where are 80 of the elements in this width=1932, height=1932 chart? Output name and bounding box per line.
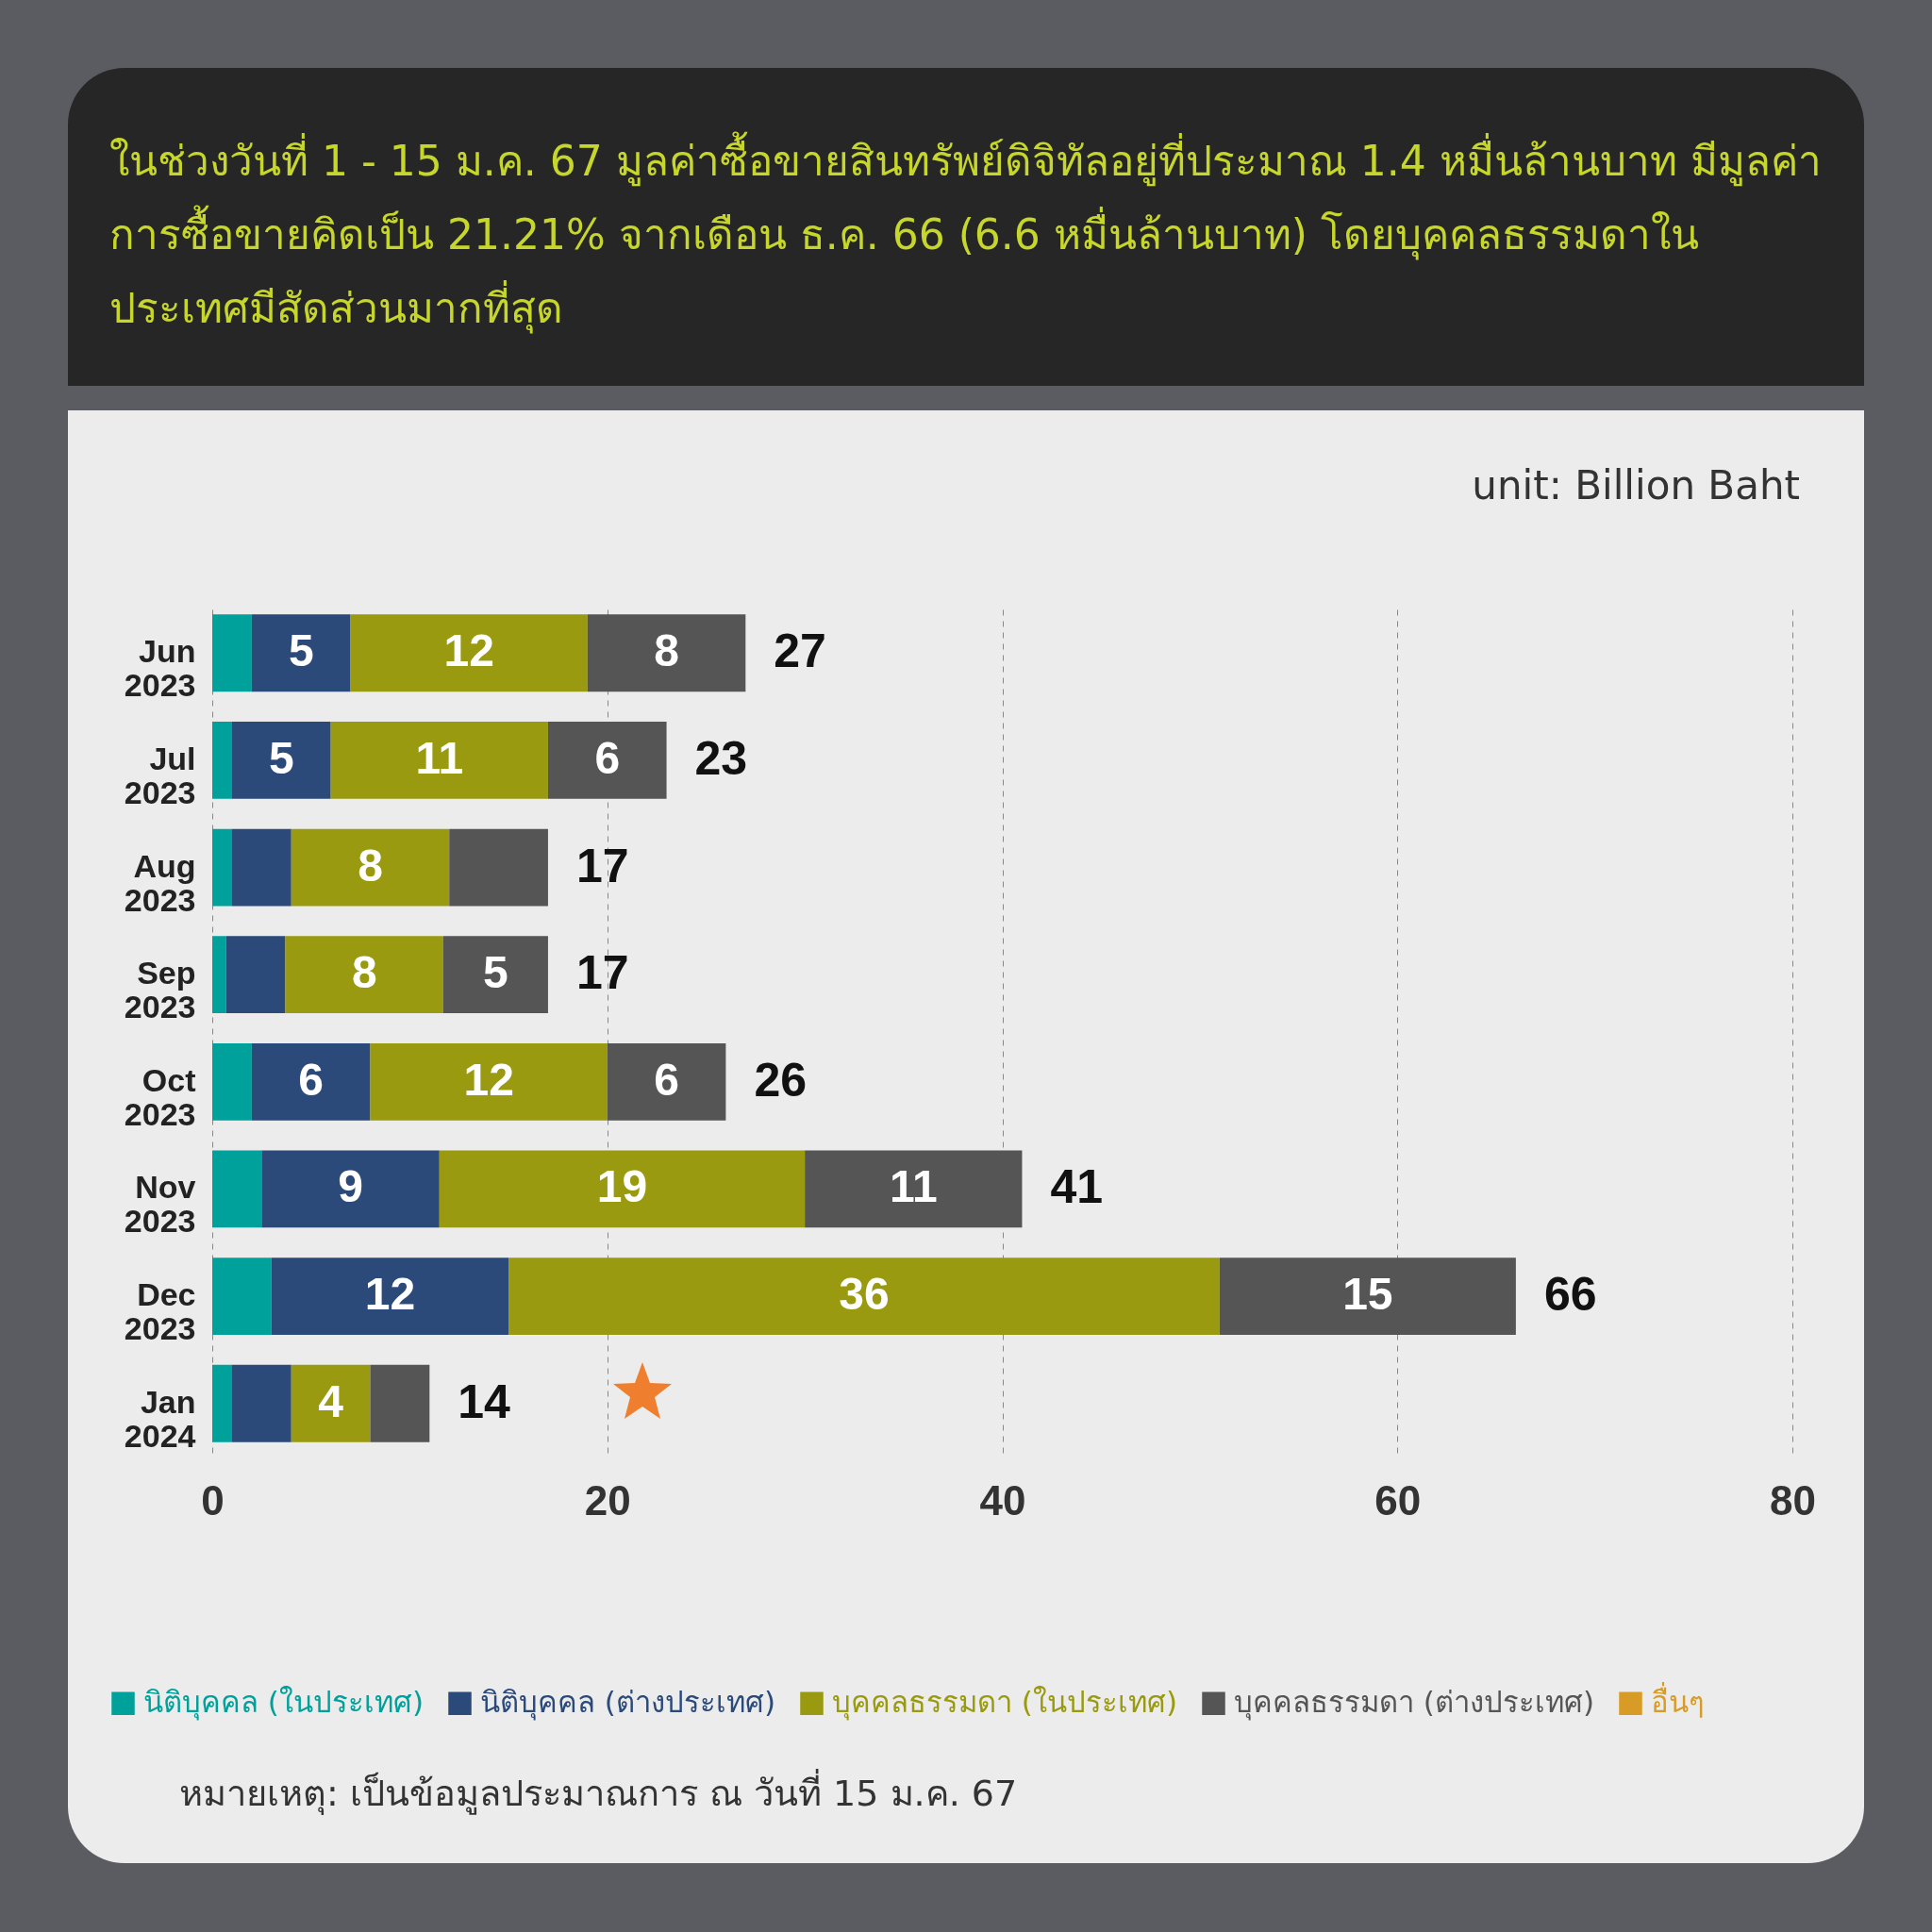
- data-label: 19: [596, 1161, 648, 1212]
- legend-label: บุคคลธรรมดา (ในประเทศ): [832, 1684, 1178, 1721]
- bar: [547, 722, 667, 799]
- data-label: 9: [338, 1161, 363, 1212]
- data-label: 12: [364, 1269, 416, 1320]
- bar: [442, 936, 548, 1014]
- x-tick-label: 40: [979, 1476, 1026, 1524]
- bar: [251, 614, 351, 692]
- legend-label: นิติบุคคล (ต่างประเทศ): [480, 1684, 776, 1721]
- data-label: 5: [268, 732, 294, 783]
- bar: [212, 614, 252, 692]
- bar: [607, 1042, 726, 1121]
- bar: [231, 828, 291, 907]
- bar: [212, 1150, 262, 1228]
- text: หมายเหตุ: เป็นข้อมูลประมาณการ ณ วันที่ 15 ม.ค. 67: [179, 1768, 1018, 1817]
- legend-label: อื่นๆ: [1651, 1681, 1705, 1719]
- chart-title: ในช่วงวันที่ 1 - 15 ม.ค. 67 มูลค่าซื้อขายสินทรัพย์ดิจิทัลอยู่ที่ประมาณ 1.4 หมื่นล้านบาท มีมูลค่าการซื้อขายคิดเป็น 21.21% จากเดือน ธ.ค. 66 (6.6 หมื่นล้านบาท) โดยบุคคลธรรมดาในประเทศมีสัดส่วนมากที่สุด: [68, 68, 1864, 386]
- bar: [212, 1364, 232, 1442]
- data-label: 15: [1342, 1269, 1393, 1320]
- total-label: 14: [458, 1374, 511, 1428]
- data-label: 12: [443, 625, 494, 676]
- data-label: 4: [318, 1375, 344, 1426]
- bar: [231, 1364, 291, 1442]
- total-label: 26: [754, 1053, 807, 1107]
- total-label: 27: [774, 625, 826, 678]
- bar: [508, 1257, 1220, 1335]
- data-label: 8: [358, 840, 383, 891]
- data-label: 11: [889, 1161, 938, 1212]
- bar: [212, 828, 232, 907]
- data-label: 6: [298, 1054, 325, 1105]
- y-tick-label: Dec 2023: [124, 1276, 196, 1347]
- data-label: 36: [839, 1269, 890, 1320]
- y-tick-label: Jan 2024: [124, 1383, 196, 1454]
- y-tick-label: Nov 2023: [124, 1169, 196, 1240]
- bar: [212, 1042, 252, 1121]
- bar: [449, 828, 548, 907]
- total-label: 17: [575, 946, 629, 1000]
- data-label: 6: [654, 1054, 679, 1105]
- bar: [370, 1042, 608, 1121]
- data-label: 12: [463, 1054, 514, 1105]
- bar: [439, 1150, 806, 1228]
- chart-subtitle: unit: Billion Baht: [1472, 462, 1800, 508]
- data-label: 5: [288, 625, 314, 676]
- bar: [587, 614, 746, 692]
- x-tick-label: 0: [201, 1476, 225, 1524]
- data-label: 5: [483, 947, 508, 998]
- x-tick-label: 80: [1770, 1476, 1816, 1524]
- bar: [291, 1364, 371, 1442]
- bar: [225, 936, 286, 1014]
- y-tick-label: Aug 2023: [124, 847, 196, 918]
- bar: [212, 936, 226, 1014]
- x-tick-label: 60: [1374, 1476, 1422, 1524]
- bar: [291, 828, 450, 907]
- bar: [370, 1364, 430, 1442]
- total-label: 23: [694, 731, 748, 785]
- legend-label: บุคคลธรรมดา (ต่างประเทศ): [1234, 1684, 1595, 1721]
- bar: [212, 1257, 272, 1335]
- bar: [285, 936, 443, 1014]
- bar: [1219, 1257, 1516, 1335]
- total-label: 41: [1050, 1160, 1104, 1214]
- total-label: 17: [575, 839, 629, 892]
- bar: [261, 1150, 440, 1228]
- data-label: 6: [594, 732, 621, 783]
- y-tick-label: Jul 2023: [124, 740, 196, 810]
- bar: [805, 1150, 1023, 1228]
- total-label: 66: [1543, 1268, 1597, 1322]
- y-tick-label: Jun 2023: [124, 633, 196, 704]
- bar: [330, 722, 548, 799]
- y-tick-label: Oct 2023: [124, 1061, 196, 1132]
- bar: [271, 1257, 509, 1335]
- bar: [212, 722, 232, 799]
- data-label: 8: [351, 947, 377, 998]
- bar: [251, 1042, 371, 1121]
- x-tick-label: 20: [584, 1476, 631, 1524]
- bar: [350, 614, 588, 692]
- legend-label: นิติบุคคล (ในประเทศ): [143, 1684, 425, 1721]
- data-label: 8: [654, 625, 679, 676]
- bar: [231, 722, 331, 799]
- data-label: 11: [415, 732, 464, 783]
- y-tick-label: Sep 2023: [124, 955, 196, 1025]
